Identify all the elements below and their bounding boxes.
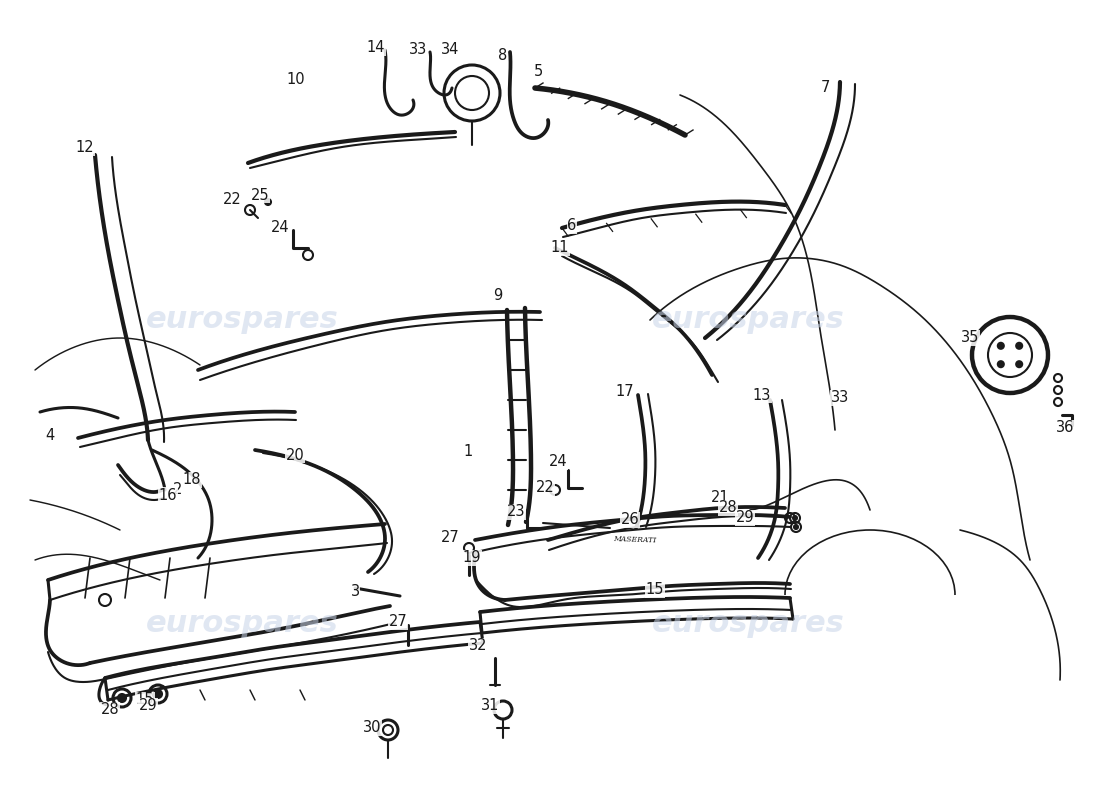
- Text: eurospares: eurospares: [145, 610, 339, 638]
- Text: eurospares: eurospares: [145, 306, 339, 334]
- Circle shape: [998, 343, 1004, 349]
- Text: 34: 34: [441, 42, 459, 58]
- Text: 23: 23: [507, 505, 526, 519]
- Text: 11: 11: [551, 241, 570, 255]
- Text: 33: 33: [409, 42, 427, 58]
- Text: 22: 22: [536, 481, 554, 495]
- Circle shape: [793, 516, 798, 520]
- Text: 27: 27: [441, 530, 460, 546]
- Text: 24: 24: [549, 454, 568, 470]
- Text: 36: 36: [1056, 421, 1075, 435]
- Text: 18: 18: [183, 473, 201, 487]
- Circle shape: [265, 199, 271, 205]
- Text: 5: 5: [534, 65, 542, 79]
- Text: 19: 19: [463, 550, 482, 566]
- Text: 16: 16: [158, 487, 177, 502]
- Text: 15: 15: [646, 582, 664, 598]
- Text: 25: 25: [251, 187, 270, 202]
- Text: 15: 15: [135, 693, 154, 707]
- Circle shape: [794, 525, 797, 529]
- Circle shape: [998, 361, 1004, 367]
- Text: 28: 28: [718, 501, 737, 515]
- Text: 9: 9: [494, 287, 503, 302]
- Text: 21: 21: [711, 490, 729, 506]
- Text: 12: 12: [76, 141, 95, 155]
- Text: 27: 27: [388, 614, 407, 630]
- Text: eurospares: eurospares: [651, 610, 845, 638]
- Text: 10: 10: [287, 73, 306, 87]
- Text: 7: 7: [821, 81, 829, 95]
- Text: 35: 35: [960, 330, 979, 346]
- Text: 32: 32: [469, 638, 487, 654]
- Text: 20: 20: [286, 447, 305, 462]
- Text: 4: 4: [45, 427, 55, 442]
- Circle shape: [1016, 361, 1022, 367]
- Text: 13: 13: [752, 387, 771, 402]
- Text: 1: 1: [463, 445, 473, 459]
- Text: 6: 6: [568, 218, 576, 234]
- Text: 17: 17: [616, 385, 635, 399]
- Text: 33: 33: [830, 390, 849, 406]
- Circle shape: [154, 690, 162, 698]
- Text: eurospares: eurospares: [651, 306, 845, 334]
- Text: MASERATI: MASERATI: [614, 535, 657, 545]
- Text: 2: 2: [174, 482, 183, 498]
- Text: 22: 22: [222, 193, 241, 207]
- Text: 3: 3: [351, 585, 360, 599]
- Text: 31: 31: [481, 698, 499, 714]
- Circle shape: [1016, 343, 1022, 349]
- Text: 29: 29: [736, 510, 755, 526]
- Text: 30: 30: [363, 721, 382, 735]
- Text: 26: 26: [620, 513, 639, 527]
- Text: 29: 29: [139, 698, 157, 714]
- Text: 28: 28: [101, 702, 119, 718]
- Text: 14: 14: [366, 41, 385, 55]
- Text: 8: 8: [498, 47, 507, 62]
- Circle shape: [118, 694, 127, 702]
- Text: 24: 24: [271, 221, 289, 235]
